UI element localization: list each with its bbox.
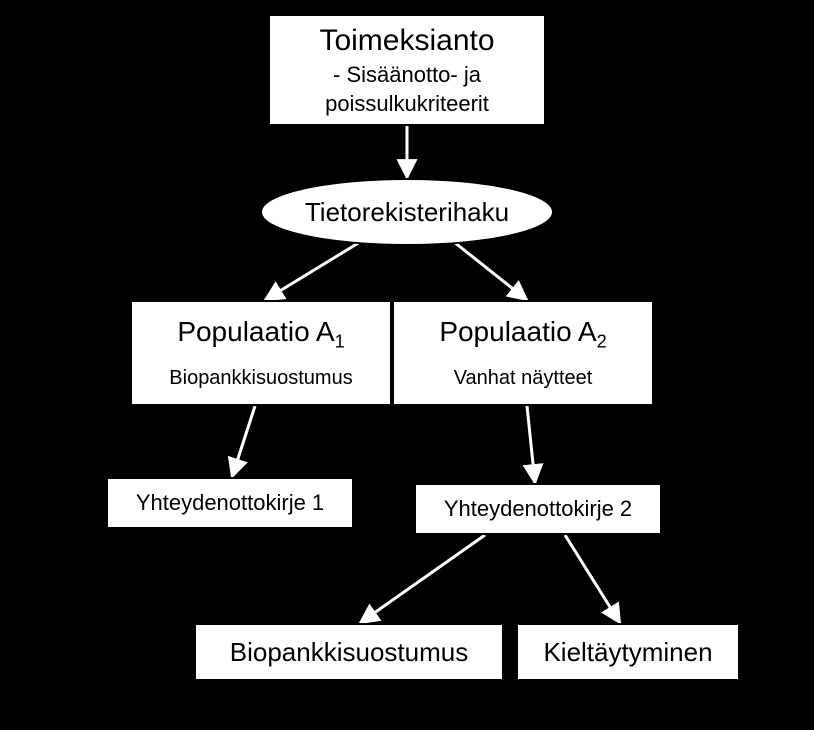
title-text: Populaatio A <box>439 316 596 347</box>
node-kieltaytyminen: Kieltäytyminen <box>516 623 740 681</box>
node-subtitle-line1: - Sisäänotto- ja <box>333 61 481 89</box>
node-subtitle: Biopankkisuostumus <box>169 367 352 390</box>
node-populaatio-a1: Populaatio A1 Biopankkisuostumus <box>130 300 392 406</box>
node-populaatio-a2: Populaatio A2 Vanhat näytteet <box>392 300 654 406</box>
node-title: Populaatio A1 <box>177 316 344 353</box>
node-tietorekisterihaku: Tietorekisterihaku <box>260 178 554 246</box>
node-yhteydenottokirje-2: Yhteydenottokirje 2 <box>414 483 662 535</box>
title-subscript: 2 <box>597 332 607 352</box>
node-label: Kieltäytyminen <box>543 637 712 668</box>
node-label: Tietorekisterihaku <box>305 197 509 228</box>
node-label: Yhteydenottokirje 1 <box>136 490 324 516</box>
node-toimeksianto: Toimeksianto - Sisäänotto- ja poissulkuk… <box>268 14 546 126</box>
node-subtitle: Vanhat näytteet <box>454 367 593 390</box>
node-title: Populaatio A2 <box>439 316 606 353</box>
node-label: Biopankkisuostumus <box>230 637 468 668</box>
node-title: Toimeksianto <box>319 23 494 59</box>
title-text: Populaatio A <box>177 316 334 347</box>
title-subscript: 1 <box>335 332 345 352</box>
node-biopankkisuostumus: Biopankkisuostumus <box>194 623 504 681</box>
node-yhteydenottokirje-1: Yhteydenottokirje 1 <box>106 477 354 529</box>
node-label: Yhteydenottokirje 2 <box>444 496 632 522</box>
node-subtitle-line2: poissulkukriteerit <box>325 90 489 118</box>
